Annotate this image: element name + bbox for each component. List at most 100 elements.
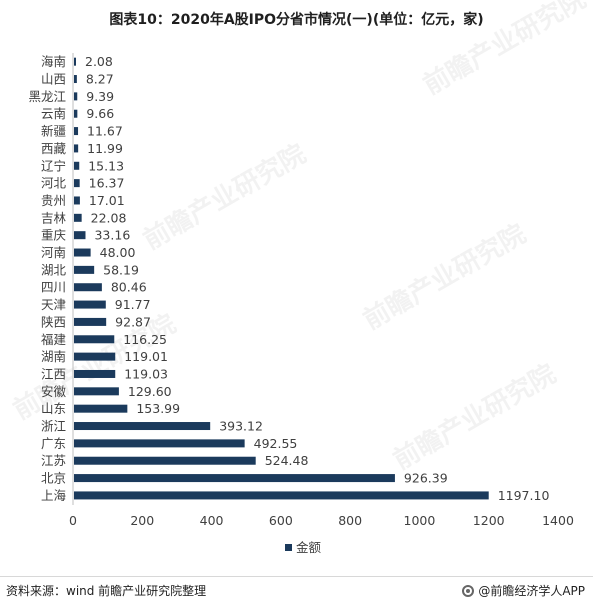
bar [74,127,79,136]
x-tick-label: 800 [338,513,362,528]
bar [74,422,211,431]
category-label: 江西 [41,366,66,381]
value-label: 926.39 [404,471,448,486]
value-label: 16.37 [89,176,125,191]
bar [74,335,115,344]
value-label: 153.99 [136,401,180,416]
category-label: 北京 [41,471,66,486]
legend-swatch [285,544,292,551]
value-label: 8.27 [86,72,114,87]
category-label: 天津 [41,297,66,312]
bar [74,300,106,309]
category-label: 重庆 [41,228,67,243]
category-label: 新疆 [41,124,66,139]
category-label: 云南 [41,106,66,121]
value-label: 393.12 [219,419,263,434]
value-label: 9.39 [86,89,114,104]
chart-title: 图表10：2020年A股IPO分省市情况(一)(单位：亿元，家) [109,12,484,28]
bar [74,179,80,188]
legend-label: 金额 [296,540,322,555]
x-tick-label: 200 [130,513,154,528]
category-label: 陕西 [41,314,66,329]
x-tick-label: 1400 [542,513,574,528]
value-label: 58.19 [103,262,139,277]
value-label: 11.99 [87,141,123,156]
watermark-1: 前瞻产业研究院 [138,138,311,256]
bar [74,161,80,170]
bar [74,387,119,396]
value-label: 17.01 [89,193,125,208]
bar [74,196,80,205]
watermark-0: 前瞻产业研究院 [418,0,591,101]
value-label: 33.16 [94,228,130,243]
value-label: 9.66 [86,106,114,121]
legend: 金额 [285,540,322,555]
value-label: 91.77 [115,297,151,312]
value-label: 48.00 [100,245,136,260]
category-label: 四川 [41,280,66,295]
bar [74,283,102,292]
watermark-4: 前瞻产业研究院 [388,358,561,476]
category-label: 浙江 [41,419,66,434]
bar [74,369,116,378]
value-label: 119.01 [124,349,168,364]
brand-logo-icon [462,584,475,597]
x-tick-label: 600 [269,513,293,528]
category-label: 湖北 [41,262,67,277]
value-label: 129.60 [128,384,172,399]
bar [74,248,91,257]
category-label: 吉林 [41,210,67,225]
brand-label: @前瞻经济学人APP [478,584,585,598]
footer: 资料来源：wind 前瞻产业研究院整理 @前瞻经济学人APP [0,576,593,605]
value-label: 524.48 [265,453,309,468]
value-label: 92.87 [115,314,151,329]
x-tick-label: 400 [200,513,224,528]
value-label: 15.13 [88,158,124,173]
bar [74,57,76,66]
value-label: 2.08 [85,54,113,69]
category-label: 海南 [41,54,66,69]
bar [74,265,95,274]
bar [74,474,395,483]
bar [74,456,256,465]
value-label: 22.08 [91,210,127,225]
category-label: 辽宁 [41,158,66,173]
value-label: 80.46 [111,280,147,295]
bar [74,213,82,222]
value-label: 116.25 [123,332,167,347]
bar [74,92,78,101]
category-label: 河北 [41,176,67,191]
brand: @前瞻经济学人APP [462,582,585,599]
bar [74,352,116,361]
category-label: 河南 [41,245,66,260]
x-axis: 0 200 400 600 800 1000 1200 1400 [69,53,574,528]
category-label: 西藏 [41,141,67,156]
bar [74,231,86,240]
x-tick-label: 1200 [473,513,505,528]
category-label: 贵州 [41,193,66,208]
bar [74,491,489,500]
category-label: 安徽 [41,384,67,399]
value-label: 11.67 [87,124,123,139]
category-label: 江苏 [41,453,66,468]
bar [74,109,78,118]
category-label: 上海 [41,488,67,503]
bar [74,317,107,326]
value-label: 492.55 [254,436,298,451]
value-label: 1197.10 [498,488,550,503]
watermark-2: 前瞻产业研究院 [358,218,531,336]
category-label: 福建 [41,332,67,347]
bar [74,75,77,84]
bar [74,144,79,153]
source-note: 资料来源：wind 前瞻产业研究院整理 [6,584,207,598]
category-label: 山西 [41,72,66,87]
bar [74,439,245,448]
category-label: 黑龙江 [28,89,66,104]
category-label: 广东 [41,436,66,451]
value-label: 119.03 [124,366,168,381]
bars: 海南 2.08 山西 8.27 黑龙江 9.39 云南 9.66 新疆 11.67 西藏 11.99 辽… [28,54,549,503]
x-tick-label: 1000 [404,513,436,528]
bar [74,404,128,413]
x-tick-label: 0 [69,513,77,528]
